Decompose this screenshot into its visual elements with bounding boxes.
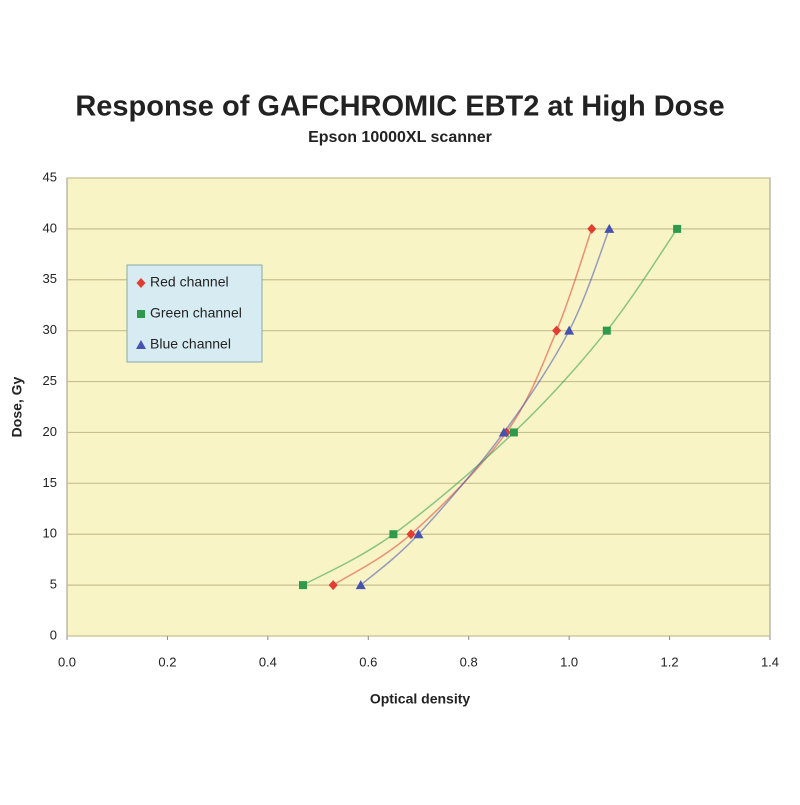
plot-area: [66, 177, 771, 637]
marker: [564, 325, 575, 335]
legend-label: Green channel: [150, 305, 242, 321]
marker: [413, 529, 424, 539]
marker: [137, 310, 145, 318]
marker: [328, 580, 338, 591]
marker: [299, 581, 308, 590]
marker: [673, 224, 682, 233]
y-tick-label: 10: [43, 526, 57, 541]
marker: [552, 325, 562, 336]
marker: [136, 340, 146, 349]
plot-layer: 0 5 10 15 20 25 30 35 40 45 0.0 0.2 0.4 0.6 0.8 1.0 1.2 1…: [43, 169, 780, 669]
y-tick-label: 30: [43, 322, 57, 337]
x-axis-label: Optical density: [370, 691, 471, 707]
marker: [136, 278, 146, 288]
x-tick-label: 1.0: [560, 654, 578, 669]
marker: [355, 580, 366, 590]
legend-label: Red channel: [150, 274, 229, 290]
marker: [602, 326, 611, 335]
x-tick-label: 0.6: [359, 654, 377, 669]
y-tick-label: 45: [43, 169, 57, 184]
x-tick-label: 0.8: [460, 654, 478, 669]
x-tick-label: 0.4: [259, 654, 277, 669]
y-axis-label: Dose, Gy: [9, 376, 25, 437]
y-tick-label: 25: [43, 373, 57, 388]
marker: [498, 427, 509, 437]
y-tick-label: 15: [43, 475, 57, 490]
marker: [406, 529, 416, 540]
y-tick-label: 20: [43, 424, 57, 439]
marker: [389, 530, 398, 539]
marker: [587, 223, 597, 234]
chart-subtitle: Epson 10000XL scanner: [308, 129, 492, 146]
legend: Red channel Green channel Blue channel: [126, 264, 263, 363]
y-tick-label: 5: [50, 577, 57, 592]
legend-box: [126, 264, 263, 363]
chart-title: Response of GAFCHROMIC EBT2 at High Dose: [75, 91, 724, 123]
y-tick-label: 40: [43, 220, 57, 235]
marker: [509, 428, 518, 437]
x-tick-label: 1.2: [661, 654, 679, 669]
x-tick-label: 1.4: [761, 654, 779, 669]
legend-label: Blue channel: [150, 336, 231, 352]
y-tick-label: 0: [50, 627, 57, 642]
y-tick-label: 35: [43, 271, 57, 286]
x-tick-label: 0.2: [158, 654, 176, 669]
marker: [604, 223, 615, 233]
x-tick-label: 0.0: [58, 654, 76, 669]
